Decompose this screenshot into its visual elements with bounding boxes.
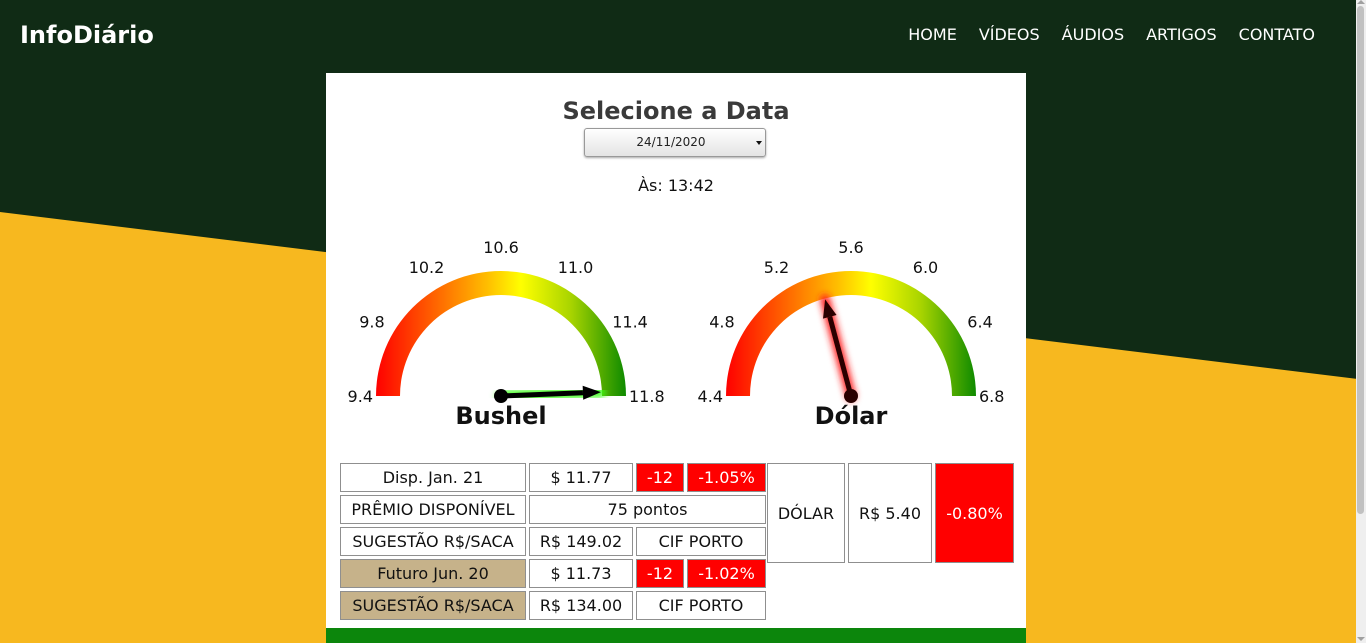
gauge-tick-label: 6.0	[913, 258, 938, 277]
needle-head-icon	[823, 299, 837, 319]
disp-label: Disp. Jan. 21	[340, 463, 526, 492]
nav-contato-link[interactable]: CONTATO	[1238, 25, 1315, 44]
sugestao-futuro-label: SUGESTÃO R$/SACA	[340, 591, 526, 620]
futuro-price: $ 11.73	[529, 559, 633, 588]
page-scrollbar[interactable]	[1356, 0, 1366, 643]
sugestao-futuro-value: R$ 134.00	[529, 591, 633, 620]
dolar-label: DÓLAR	[767, 463, 845, 563]
gauge-arc	[376, 271, 626, 396]
dolar-pct: -0.80%	[935, 463, 1014, 563]
nav-home-link[interactable]: HOME	[908, 25, 957, 44]
scroll-thumb[interactable]	[1357, 6, 1364, 514]
dolar-value: R$ 5.40	[848, 463, 932, 563]
gauge-tick-label: 9.8	[359, 313, 384, 332]
table-row: Disp. Jan. 21 $ 11.77 -12 -1.05%	[340, 463, 766, 492]
needle-pivot	[844, 389, 858, 403]
futuro-label: Futuro Jun. 20	[340, 559, 526, 588]
time-label: Às: 13:42	[638, 176, 714, 195]
main-card: Selecione a Data 24/11/2020 Às: 13:42 9.…	[326, 73, 1026, 643]
brand-logo[interactable]: InfoDiário	[20, 21, 154, 49]
needle-shaft	[500, 390, 584, 399]
date-select-value: 24/11/2020	[636, 135, 706, 149]
scroll-up-arrow-icon[interactable]	[1357, 0, 1365, 4]
gauge-tick-label: 5.2	[764, 258, 789, 277]
table-row: PRÊMIO DISPONÍVEL 75 pontos	[340, 495, 766, 524]
nav-videos-link[interactable]: VÍDEOS	[978, 25, 1040, 44]
gauge-tick-label: 5.6	[838, 238, 863, 257]
needle-shaft	[827, 316, 854, 397]
sugestao-label: SUGESTÃO R$/SACA	[340, 527, 526, 556]
futuro-pct: -1.02%	[687, 559, 766, 588]
disp-change: -12	[636, 463, 684, 492]
gauge-tick-label: 11.0	[558, 258, 594, 277]
footer-bar	[326, 628, 1026, 643]
gauges-area: 9.4 9.8 10.2 10.6 11.0 11.4 11.8 Bushel 4.4 4.8 5.…	[348, 238, 1005, 430]
nav-menu: HOME VÍDEOS ÁUDIOS ARTIGOS CONTATO	[908, 24, 1315, 46]
date-select[interactable]: 24/11/2020	[584, 128, 766, 157]
needle-pivot	[494, 389, 508, 403]
disp-price: $ 11.77	[529, 463, 633, 492]
gauge-tick-label: 10.6	[483, 238, 519, 257]
page-title: Selecione a Data	[562, 97, 790, 125]
gauge-tick-label: 4.4	[698, 387, 723, 406]
premio-label: PRÊMIO DISPONÍVEL	[340, 495, 526, 524]
gauge-title: Bushel	[455, 402, 546, 430]
dolar-table: DÓLAR R$ 5.40 -0.80%	[764, 460, 1017, 566]
premio-value: 75 pontos	[529, 495, 766, 524]
gauge-tick-label: 4.8	[709, 313, 734, 332]
table-row: SUGESTÃO R$/SACA R$ 134.00 CIF PORTO	[340, 591, 766, 620]
navbar: InfoDiário HOME VÍDEOS ÁUDIOS ARTIGOS CO…	[0, 0, 1356, 70]
gauge-title: Dólar	[815, 402, 888, 430]
gauge-tick-label: 6.4	[967, 313, 992, 332]
gauge-tick-label: 10.2	[409, 258, 445, 277]
sugestao-futuro-port: CIF PORTO	[636, 591, 766, 620]
nav-audios-link[interactable]: ÁUDIOS	[1061, 25, 1125, 44]
gauge-tick-label: 6.8	[979, 387, 1004, 406]
table-row: DÓLAR R$ 5.40 -0.80%	[767, 463, 1014, 563]
table-row: SUGESTÃO R$/SACA R$ 149.02 CIF PORTO	[340, 527, 766, 556]
gauge-0: 9.4 9.8 10.2 10.6 11.0 11.4 11.8 Bushel	[348, 238, 665, 430]
gauge-arc	[726, 271, 976, 396]
table-row: Futuro Jun. 20 $ 11.73 -12 -1.02%	[340, 559, 766, 588]
chevron-down-icon	[756, 141, 762, 145]
nav-artigos-link[interactable]: ARTIGOS	[1146, 25, 1217, 44]
futuro-change: -12	[636, 559, 684, 588]
gauge-tick-label: 11.4	[612, 313, 648, 332]
bushel-table: Disp. Jan. 21 $ 11.77 -12 -1.05% PRÊMIO …	[337, 460, 769, 623]
gauge-tick-label: 11.8	[629, 387, 665, 406]
scroll-down-arrow-icon[interactable]	[1357, 637, 1365, 641]
sugestao-port: CIF PORTO	[636, 527, 766, 556]
needle-head-icon	[582, 385, 601, 400]
disp-pct: -1.05%	[687, 463, 766, 492]
gauge-1: 4.4 4.8 5.2 5.6 6.0 6.4 6.8 Dólar	[698, 238, 1005, 430]
gauge-tick-label: 9.4	[348, 387, 373, 406]
sugestao-value: R$ 149.02	[529, 527, 633, 556]
